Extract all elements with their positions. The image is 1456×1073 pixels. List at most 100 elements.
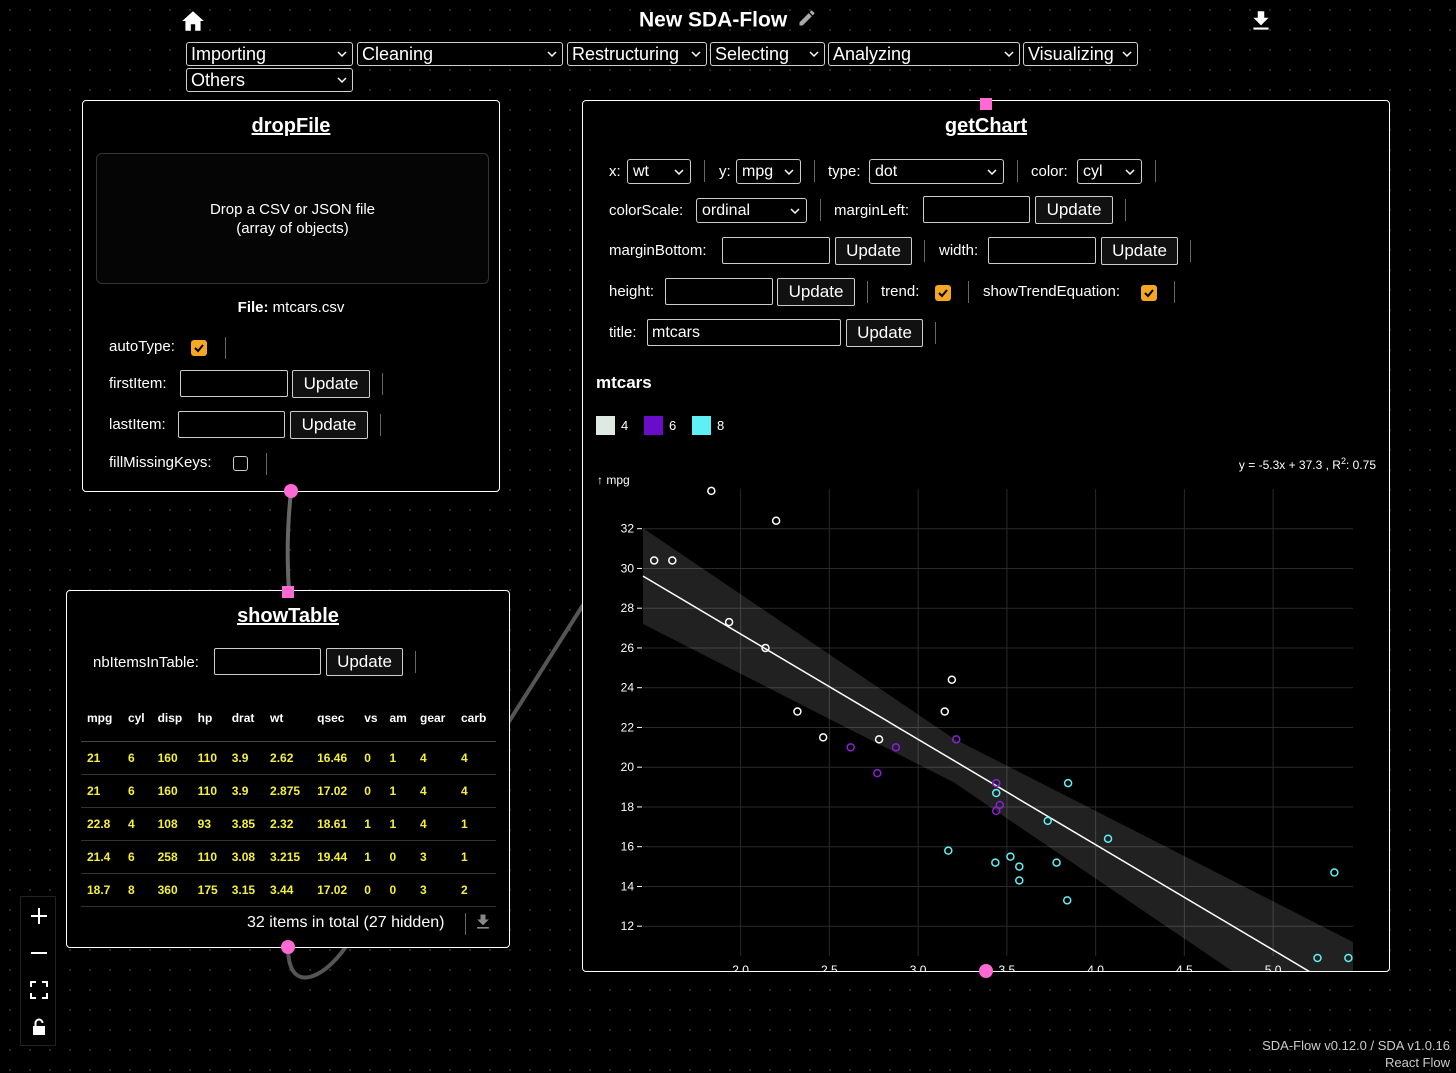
menu-others[interactable]: Others: [186, 68, 353, 92]
data-point: [874, 735, 884, 744]
pencil-icon[interactable]: [797, 8, 817, 34]
column-header[interactable]: wt: [264, 695, 312, 742]
x-tick-label: 2.0: [732, 963, 749, 971]
autotype-checkbox[interactable]: [191, 340, 207, 356]
lastitem-update-button[interactable]: Update: [290, 411, 368, 439]
table-cell: 175: [191, 873, 226, 907]
getchart-input-handle[interactable]: [980, 98, 992, 110]
fillmissingkeys-label: fillMissingKeys:: [109, 454, 212, 471]
dropfile-output-handle[interactable]: [284, 484, 298, 498]
chevron-down-icon: [790, 207, 800, 214]
menu-label: Cleaning: [362, 43, 434, 64]
drop-zone[interactable]: Drop a CSV or JSON file (array of object…: [96, 153, 489, 284]
trend-checkbox[interactable]: [935, 285, 951, 301]
y-select[interactable]: mpg: [736, 159, 801, 184]
fit-view-button[interactable]: [21, 971, 57, 1008]
download-icon[interactable]: [1248, 8, 1274, 34]
menu-cleaning[interactable]: Cleaning: [357, 42, 563, 66]
column-header[interactable]: qsec: [311, 695, 359, 742]
table-cell: 3.85: [225, 807, 265, 841]
table-footer-text: 32 items in total (27 hidden): [247, 914, 445, 931]
chevron-down-icon: [784, 168, 794, 175]
getchart-output-handle[interactable]: [979, 964, 993, 978]
separator: [465, 913, 466, 935]
column-header[interactable]: mpg: [81, 695, 122, 742]
table-cell: 1: [383, 807, 414, 841]
column-header[interactable]: carb: [454, 695, 496, 742]
legend-swatch: [644, 416, 663, 435]
column-header[interactable]: cyl: [121, 695, 152, 742]
y-tick-label: 18: [621, 800, 635, 814]
column-header[interactable]: disp: [151, 695, 192, 742]
color-select[interactable]: cyl: [1077, 159, 1142, 184]
height-input[interactable]: [665, 278, 773, 305]
menu-visualizing[interactable]: Visualizing: [1023, 42, 1138, 66]
table-cell: 19.44: [311, 840, 359, 874]
menu-importing[interactable]: Importing: [186, 42, 353, 66]
firstitem-input[interactable]: [180, 370, 288, 397]
lastitem-input[interactable]: [178, 411, 285, 438]
width-input[interactable]: [988, 237, 1096, 264]
separator: [415, 651, 416, 673]
showtrendequation-checkbox[interactable]: [1141, 285, 1157, 301]
y-tick-label: 20: [621, 760, 635, 774]
table-cell: 18.61: [311, 807, 359, 841]
separator: [935, 322, 936, 344]
chevron-down-icon: [337, 77, 347, 84]
app-title[interactable]: New SDA-Flow: [638, 8, 788, 32]
marginleft-input[interactable]: [923, 196, 1030, 223]
firstitem-update-button[interactable]: Update: [292, 370, 370, 398]
table-cell: 21: [81, 741, 122, 775]
nbitems-update-button[interactable]: Update: [326, 648, 403, 676]
separator: [1125, 199, 1126, 221]
height-label: height:: [609, 283, 655, 300]
table-download-icon[interactable]: [473, 911, 495, 933]
data-point: [1006, 852, 1015, 861]
height-update-button[interactable]: Update: [777, 278, 855, 306]
separator: [704, 160, 705, 182]
menu-selecting[interactable]: Selecting: [710, 42, 825, 66]
data-point: [995, 800, 1005, 810]
lock-button[interactable]: [21, 1008, 57, 1045]
chevron-down-icon: [809, 51, 819, 58]
data-point: [991, 858, 1000, 867]
table-cell: 0: [383, 873, 414, 907]
title-input[interactable]: mtcars: [647, 319, 841, 346]
data-point: [991, 778, 1001, 788]
menu-restructuring[interactable]: Restructuring: [567, 42, 707, 66]
column-header[interactable]: drat: [225, 695, 265, 742]
zoom-in-button[interactable]: [21, 897, 57, 934]
column-header[interactable]: gear: [414, 695, 455, 742]
column-header[interactable]: vs: [358, 695, 384, 742]
home-icon[interactable]: [180, 8, 206, 34]
y-tick-label: 14: [621, 879, 635, 893]
data-point: [947, 675, 957, 684]
table-cell: 3: [414, 840, 455, 874]
title-update-button[interactable]: Update: [846, 319, 923, 347]
node-dropfile[interactable]: dropFile Drop a CSV or JSON file (array …: [82, 100, 500, 492]
marginbottom-input[interactable]: [722, 237, 830, 264]
x-select[interactable]: wt: [627, 159, 691, 184]
data-point: [991, 806, 1001, 816]
type-select[interactable]: dot: [869, 159, 1004, 184]
marginleft-update-button[interactable]: Update: [1035, 196, 1113, 224]
zoom-out-button[interactable]: [21, 934, 57, 971]
x-tick-label: 4.5: [1176, 963, 1193, 971]
flow-controls: [20, 896, 56, 1046]
showtable-output-handle[interactable]: [281, 940, 295, 954]
node-getchart[interactable]: getChart x: wt y: mpg type: dot color: c…: [582, 100, 1390, 972]
column-header[interactable]: am: [383, 695, 414, 742]
nbitems-input[interactable]: [214, 648, 321, 675]
width-update-button[interactable]: Update: [1101, 237, 1178, 265]
data-point: [1052, 858, 1061, 867]
fillmissingkeys-checkbox[interactable]: [233, 456, 248, 471]
column-header[interactable]: hp: [191, 695, 226, 742]
showtable-input-handle[interactable]: [282, 586, 294, 598]
table-cell: 1: [383, 774, 414, 808]
node-showtable[interactable]: showTable nbItemsInTable: Update mpg cyl…: [66, 590, 510, 948]
marginbottom-update-button[interactable]: Update: [835, 237, 912, 265]
x-label: x:: [609, 163, 621, 180]
react-flow-link[interactable]: React Flow: [1384, 1055, 1450, 1070]
colorscale-select[interactable]: ordinal: [696, 198, 807, 223]
menu-analyzing[interactable]: Analyzing: [828, 42, 1020, 66]
